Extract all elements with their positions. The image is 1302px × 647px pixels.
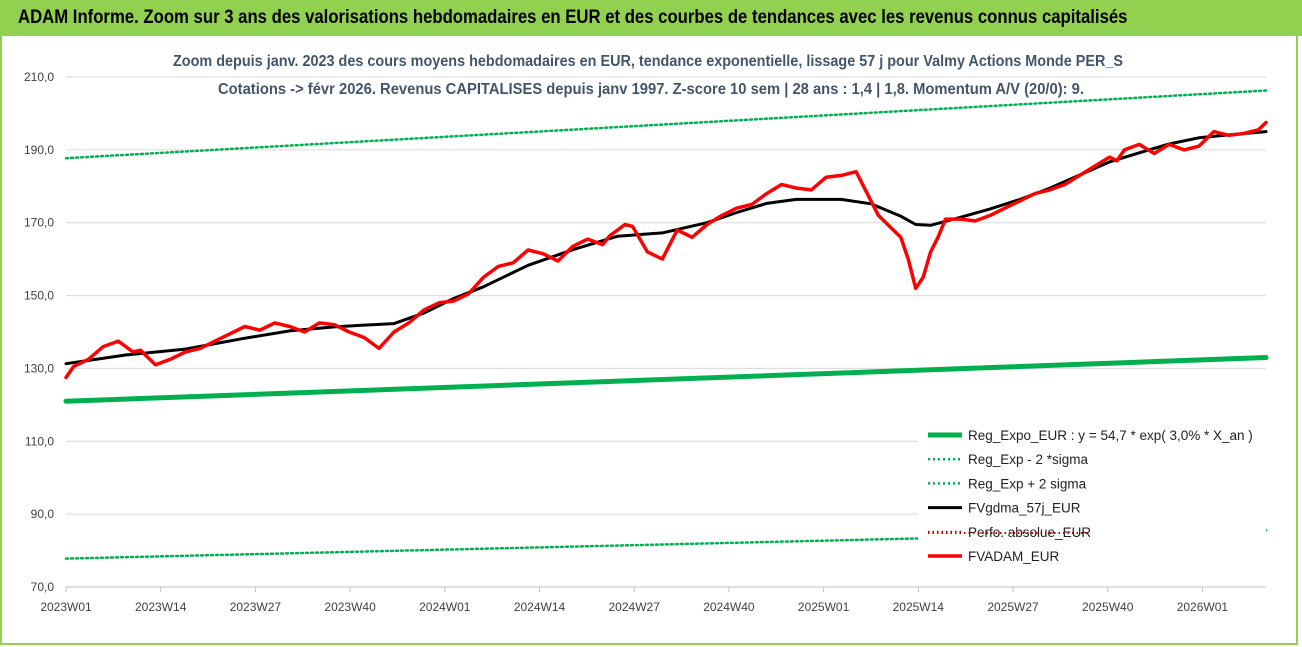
legend-background bbox=[918, 419, 1266, 583]
legend: Reg_Expo_EUR : y = 54,7 * exp( 3,0% * X_… bbox=[918, 419, 1266, 583]
y-tick-label: 70,0 bbox=[31, 580, 55, 594]
x-tick-label: 2024W14 bbox=[514, 600, 566, 614]
x-tick-label: 2026W01 bbox=[1177, 600, 1229, 614]
x-tick-label: 2023W27 bbox=[230, 600, 282, 614]
x-tick-label: 2025W01 bbox=[798, 600, 850, 614]
chart-title-line-2: Cotations -> févr 2026. Revenus CAPITALI… bbox=[218, 81, 1084, 98]
x-tick-label: 2024W01 bbox=[419, 600, 471, 614]
y-tick-label: 150,0 bbox=[24, 289, 54, 303]
header-bar: ADAM Informe. Zoom sur 3 ans des valoris… bbox=[0, 0, 1302, 36]
x-tick-label: 2023W01 bbox=[40, 600, 92, 614]
y-axis-ticks: 70,0 90,0 110,0 130,0 150,0 170,0 190,0 210,0 bbox=[24, 70, 54, 594]
x-tick-label: 2024W27 bbox=[609, 600, 661, 614]
x-tick-label: 2025W14 bbox=[893, 600, 945, 614]
legend-label: FVADAM_EUR bbox=[968, 549, 1060, 564]
series-line-0 bbox=[63, 355, 1269, 404]
y-tick-label: 210,0 bbox=[24, 70, 54, 84]
x-tick-label: 2025W40 bbox=[1082, 600, 1134, 614]
legend-label: Reg_Exp - 2 *sigma bbox=[968, 452, 1089, 467]
legend-label: Reg_Exp + 2 sigma bbox=[968, 476, 1087, 491]
y-tick-label: 170,0 bbox=[24, 216, 54, 230]
y-tick-label: 90,0 bbox=[31, 507, 55, 521]
x-tick-label: 2023W14 bbox=[135, 600, 187, 614]
y-tick-label: 190,0 bbox=[24, 143, 54, 157]
y-tick-label: 130,0 bbox=[24, 361, 54, 375]
chart-frame bbox=[0, 36, 1298, 645]
x-tick-label: 2024W40 bbox=[703, 600, 755, 614]
legend-label: Reg_Expo_EUR : y = 54,7 * exp( 3,0% * X_… bbox=[968, 428, 1253, 443]
x-tick-label: 2025W27 bbox=[987, 600, 1039, 614]
series-line-3 bbox=[64, 130, 1268, 366]
legend-label: Perfo. absolue_EUR bbox=[968, 525, 1091, 540]
x-axis-ticks: 2023W01 2023W14 2023W27 2023W40 2024W01 2024W… bbox=[40, 586, 1266, 614]
legend-label: FVgdma_57j_EUR bbox=[968, 501, 1081, 516]
chart-title-line-1: Zoom depuis janv. 2023 des cours moyens … bbox=[173, 53, 1123, 70]
report-title: ADAM Informe. Zoom sur 3 ans des valoris… bbox=[18, 7, 1128, 28]
x-tick-label: 2023W40 bbox=[324, 600, 376, 614]
y-tick-label: 110,0 bbox=[25, 434, 54, 448]
series-line-2 bbox=[64, 89, 1268, 160]
series-line-5 bbox=[64, 120, 1268, 380]
